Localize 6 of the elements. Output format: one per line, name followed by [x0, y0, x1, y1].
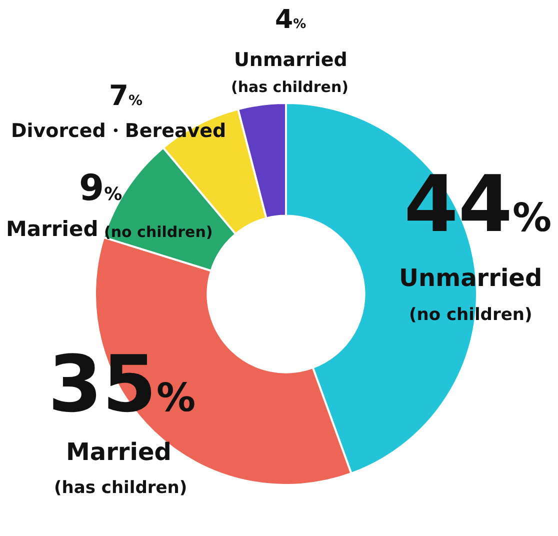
- slice-label: Married (no children): [6, 217, 213, 241]
- data-label: 4%: [275, 5, 306, 35]
- slice-label: Unmarried (has children): [231, 49, 349, 96]
- data-label: 9%: [79, 168, 122, 209]
- data-label: 7%: [109, 79, 143, 112]
- slice-label: Married (has children): [54, 438, 188, 498]
